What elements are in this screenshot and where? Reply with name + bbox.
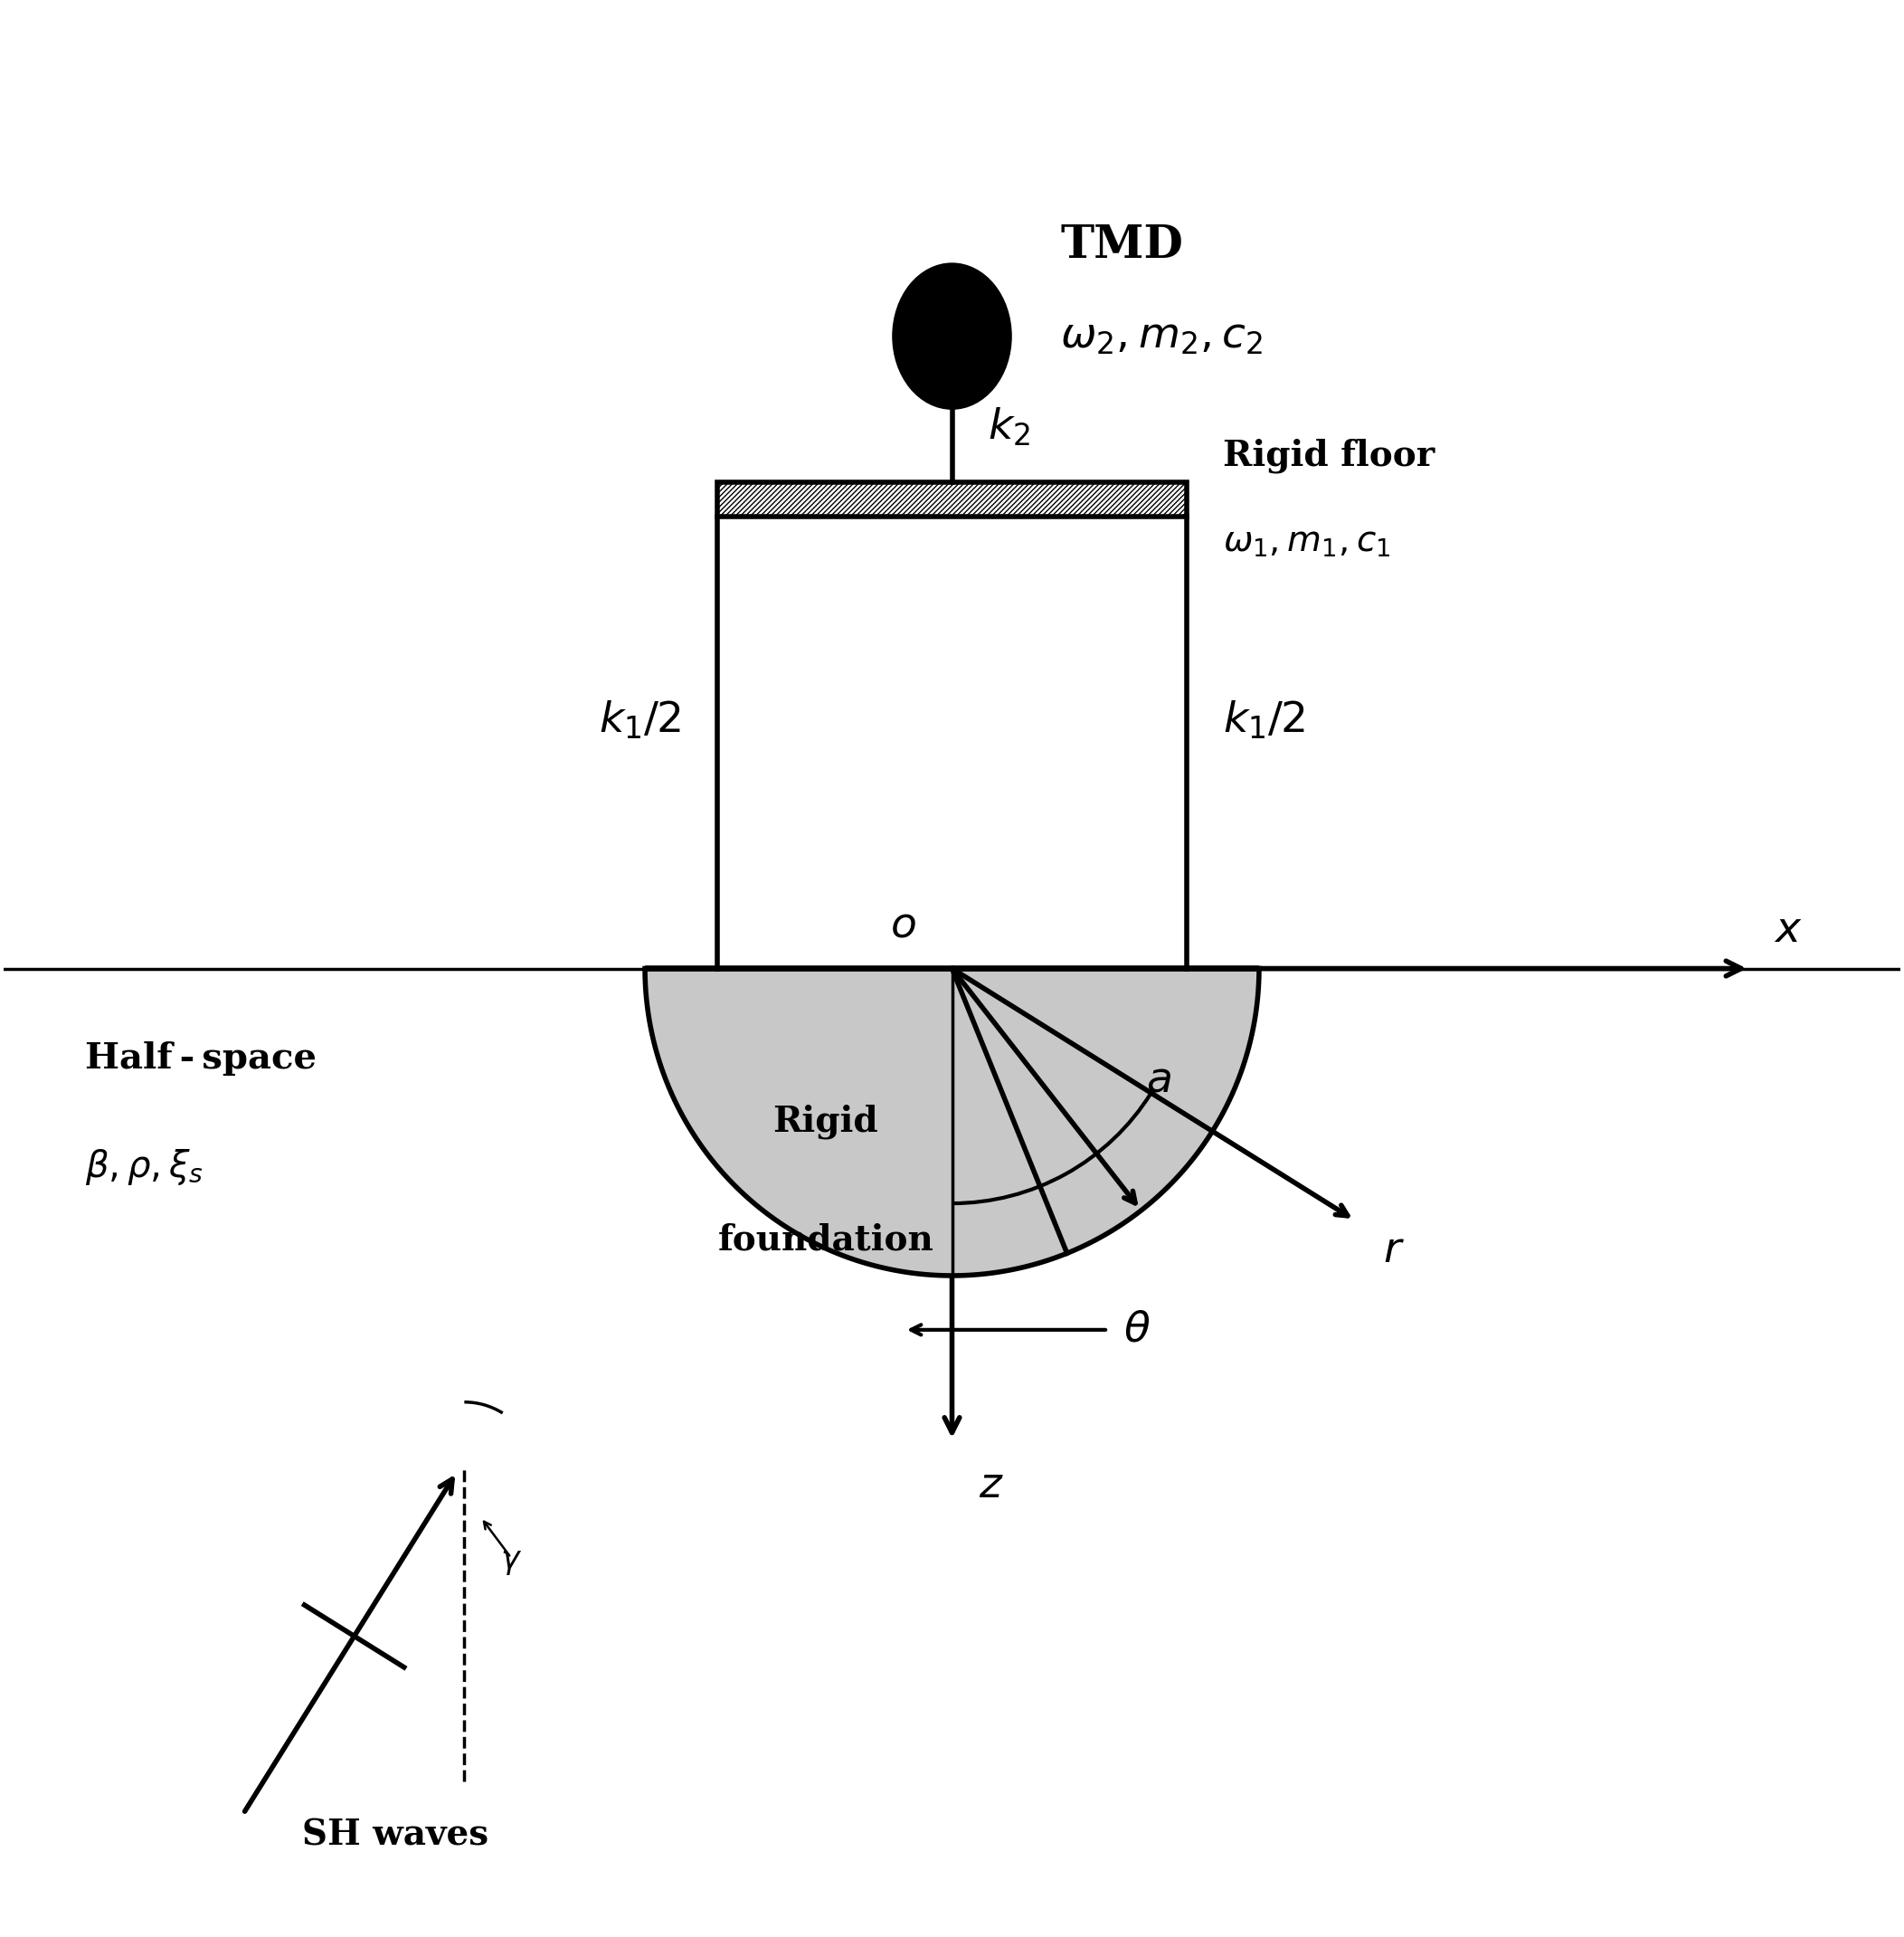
Text: $x$: $x$ [1775, 910, 1803, 951]
Text: $k_1/2$: $k_1/2$ [598, 699, 682, 742]
Text: Rigid floor: Rigid floor [1222, 438, 1436, 473]
Text: $\gamma$: $\gamma$ [501, 1546, 522, 1577]
Text: $k_1/2$: $k_1/2$ [1222, 699, 1306, 742]
Text: $\theta$: $\theta$ [1123, 1309, 1150, 1350]
Text: $r$: $r$ [1382, 1230, 1405, 1271]
Polygon shape [645, 968, 1259, 1276]
Ellipse shape [893, 263, 1011, 409]
Text: $k_2$: $k_2$ [988, 407, 1030, 449]
Text: $\omega_2, m_2, c_2$: $\omega_2, m_2, c_2$ [1061, 316, 1262, 356]
Text: $\beta, \rho, \xi_s$: $\beta, \rho, \xi_s$ [86, 1147, 204, 1187]
Text: $o$: $o$ [889, 905, 916, 945]
Text: Half - space: Half - space [86, 1042, 316, 1077]
Text: TMD: TMD [1061, 223, 1182, 267]
Text: $\omega_1, m_1, c_1$: $\omega_1, m_1, c_1$ [1222, 525, 1390, 560]
Text: $a$: $a$ [1146, 1060, 1171, 1100]
Text: SH waves: SH waves [303, 1817, 487, 1852]
Text: foundation: foundation [718, 1222, 933, 1257]
Bar [718, 482, 1186, 517]
Text: $z$: $z$ [979, 1464, 1003, 1505]
Bar [718, 482, 1186, 517]
Text: Rigid: Rigid [773, 1104, 878, 1139]
